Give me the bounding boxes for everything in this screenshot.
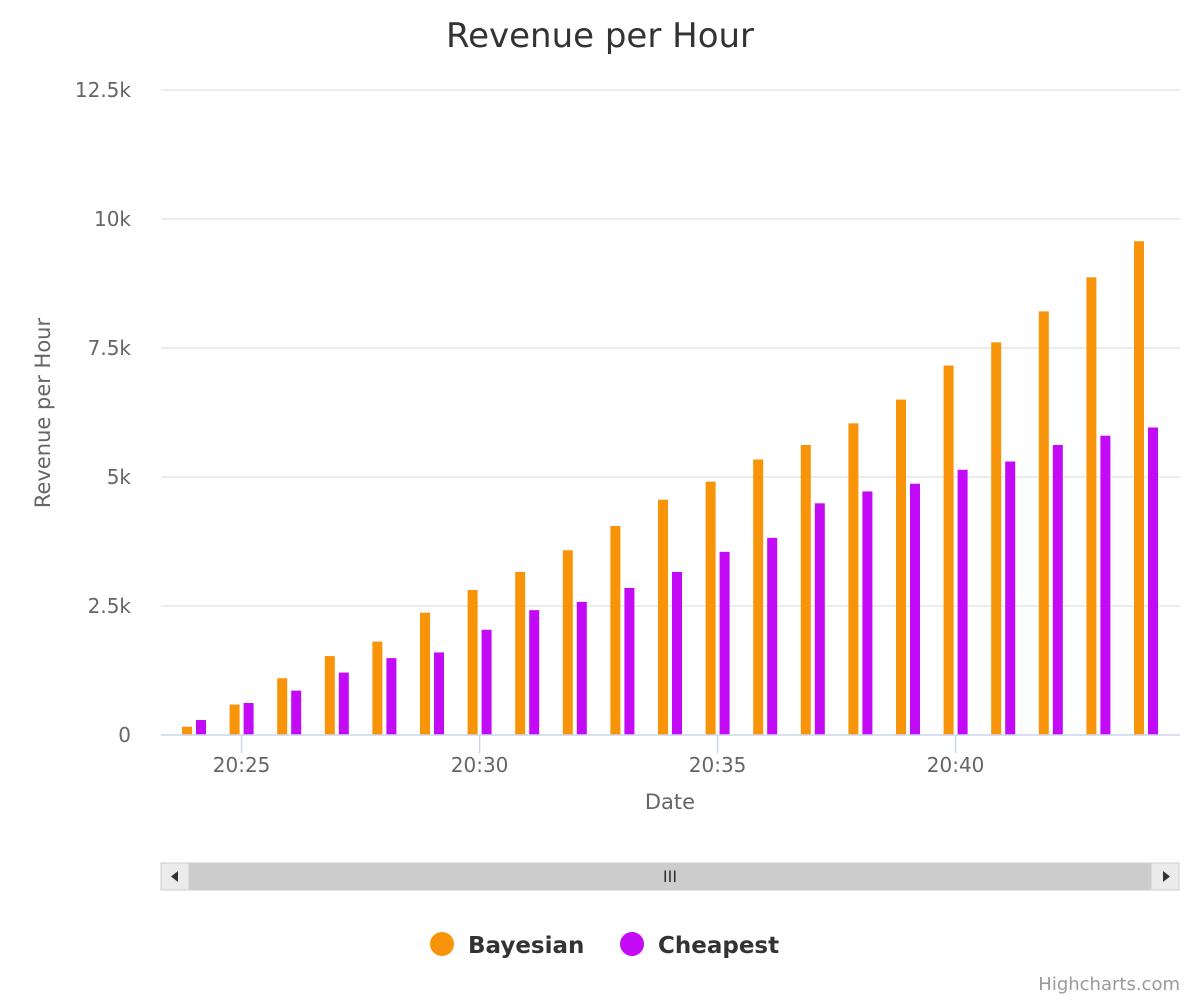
- scrollbar-right-button[interactable]: [1150, 862, 1180, 891]
- bar-cheapest[interactable]: [481, 629, 492, 735]
- x-tick-label: 20:40: [927, 753, 985, 777]
- bar-bayesian[interactable]: [467, 590, 478, 735]
- bar-cheapest[interactable]: [1005, 461, 1016, 735]
- bar-bayesian[interactable]: [705, 481, 716, 735]
- bar-bayesian[interactable]: [420, 612, 430, 735]
- y-tick-label: 7.5k: [88, 336, 132, 360]
- bar-bayesian[interactable]: [277, 678, 288, 735]
- legend-item-bayesian[interactable]: Bayesian: [430, 932, 584, 959]
- bar-cheapest[interactable]: [529, 610, 540, 735]
- bar-cheapest[interactable]: [814, 503, 825, 735]
- bar-cheapest[interactable]: [1148, 427, 1158, 735]
- bar-cheapest[interactable]: [910, 483, 920, 735]
- y-tick-label: 2.5k: [88, 594, 132, 618]
- legend-marker-bayesian: [430, 932, 454, 956]
- x-tick-label: 20:25: [213, 753, 271, 777]
- bar-bayesian[interactable]: [372, 641, 383, 735]
- credits-link[interactable]: Highcharts.com: [1038, 974, 1180, 995]
- bar-bayesian[interactable]: [182, 726, 192, 735]
- scrollbar-grip: III: [663, 867, 677, 886]
- y-axis-title: Revenue per Hour: [31, 318, 55, 509]
- bar-bayesian[interactable]: [848, 423, 859, 735]
- triangle-left-icon: [171, 871, 178, 882]
- y-tick-label: 10k: [94, 207, 131, 231]
- bar-bayesian[interactable]: [1086, 277, 1097, 735]
- bar-cheapest[interactable]: [957, 469, 968, 735]
- legend-item-cheapest[interactable]: Cheapest: [620, 932, 779, 959]
- x-axis-title: Date: [645, 790, 695, 814]
- bar-cheapest[interactable]: [196, 720, 206, 735]
- bar-cheapest[interactable]: [719, 551, 730, 735]
- grid-lines: [161, 89, 1180, 607]
- bar-bayesian[interactable]: [753, 459, 764, 735]
- bar-cheapest[interactable]: [338, 672, 349, 735]
- bar-bayesian[interactable]: [610, 526, 621, 735]
- bar-bayesian[interactable]: [991, 342, 1002, 735]
- bar-bayesian[interactable]: [562, 550, 573, 735]
- x-tick-label: 20:30: [451, 753, 509, 777]
- bar-cheapest[interactable]: [624, 587, 635, 735]
- bar-cheapest[interactable]: [1052, 445, 1063, 735]
- bar-cheapest[interactable]: [862, 491, 873, 735]
- x-axis-ticks: 20:25 20:30 20:35 20:40: [213, 735, 985, 777]
- bar-cheapest[interactable]: [291, 690, 302, 735]
- legend-label-cheapest: Cheapest: [658, 933, 779, 959]
- y-tick-label: 0: [118, 723, 131, 747]
- legend-marker-cheapest: [620, 932, 644, 956]
- bar-bayesian[interactable]: [1038, 311, 1049, 735]
- bar-bayesian[interactable]: [943, 365, 954, 735]
- bar-bayesian[interactable]: [1134, 241, 1144, 736]
- y-axis-labels: 0 2.5k 5k 7.5k 10k 12.5k: [75, 78, 132, 747]
- chart-title: Revenue per Hour: [446, 16, 754, 56]
- bar-cheapest[interactable]: [767, 537, 778, 735]
- bars: [182, 241, 1158, 736]
- triangle-right-icon: [1163, 871, 1170, 882]
- scrollbar-thumb[interactable]: [189, 864, 1151, 889]
- scrollbar-left-button[interactable]: [160, 862, 190, 891]
- legend-label-bayesian: Bayesian: [468, 933, 584, 959]
- scrollbar[interactable]: III: [160, 862, 1180, 891]
- x-tick-label: 20:35: [689, 753, 747, 777]
- legend: Bayesian Cheapest: [430, 932, 779, 959]
- bar-cheapest[interactable]: [576, 601, 587, 735]
- bar-cheapest[interactable]: [243, 703, 254, 735]
- bar-bayesian[interactable]: [229, 704, 240, 735]
- y-tick-label: 12.5k: [75, 78, 132, 102]
- bar-cheapest[interactable]: [672, 571, 682, 735]
- bar-bayesian[interactable]: [515, 571, 526, 735]
- bar-bayesian[interactable]: [896, 399, 906, 735]
- y-tick-label: 5k: [107, 465, 132, 489]
- bar-bayesian[interactable]: [658, 499, 668, 735]
- bar-cheapest[interactable]: [386, 658, 397, 735]
- bar-cheapest[interactable]: [1100, 435, 1111, 735]
- bar-bayesian[interactable]: [324, 656, 335, 735]
- bar-bayesian[interactable]: [800, 445, 811, 735]
- bar-cheapest[interactable]: [434, 652, 444, 735]
